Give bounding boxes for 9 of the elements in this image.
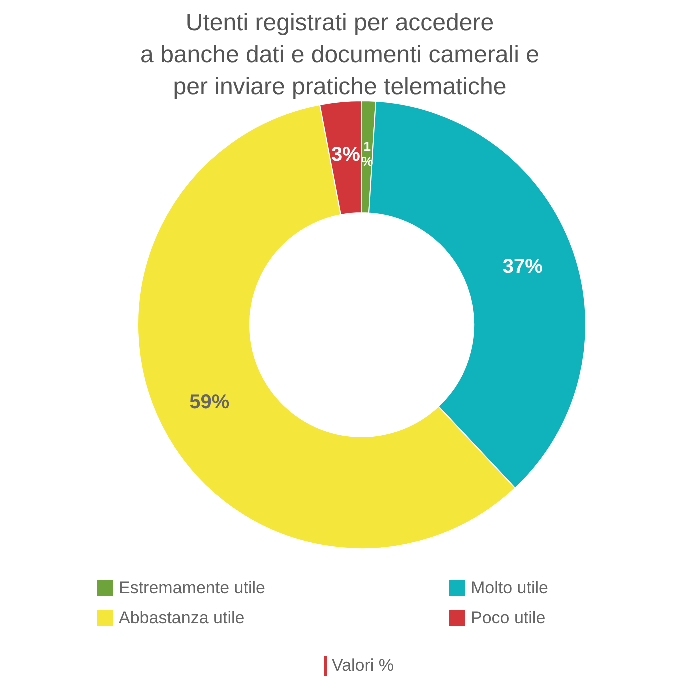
legend-label: Molto utile [471,578,548,598]
legend-label: Poco utile [471,608,546,628]
chart-title: Utenti registrati per accedere a banche dati e documenti camerali e per inviare pratiche telematiche [140,10,540,100]
legend-label: Estremamente utile [119,578,266,598]
legend-label: Abbastanza utile [119,608,245,628]
data-label: 3% [331,144,361,166]
text: Valori % [324,656,394,676]
data-label: 59% [190,392,230,414]
data-label: 37% [502,256,544,278]
